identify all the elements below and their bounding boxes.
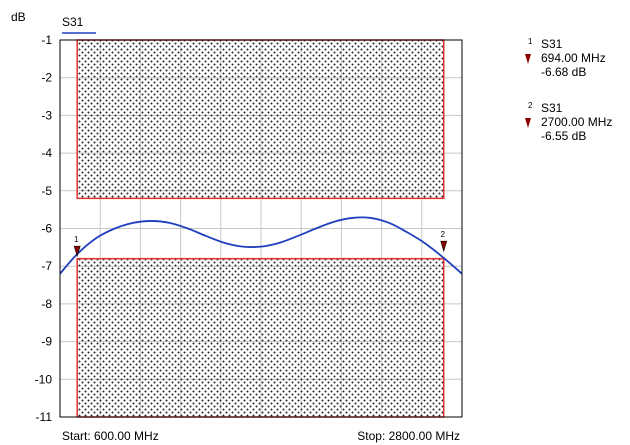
- marker-readout-2: 2 S31 2700.00 MHz -6.55 dB: [520, 101, 625, 165]
- limit-mask-region: [76, 39, 445, 200]
- y-unit-label: dB: [11, 10, 26, 24]
- marker-number: 2: [528, 101, 533, 110]
- y-tick-label: -4: [41, 146, 52, 160]
- limit-mask-region: [76, 257, 445, 418]
- marker-trace: S31: [541, 37, 563, 51]
- y-tick-label: -9: [41, 335, 52, 349]
- marker-2-label: 2: [441, 230, 446, 239]
- y-tick-label: -1: [41, 33, 52, 47]
- y-tick-label: -3: [41, 108, 52, 122]
- y-tick-label: -10: [35, 372, 53, 386]
- series-line-s31: [60, 216, 462, 275]
- y-tick-label: -6: [41, 222, 52, 236]
- marker-value: -6.55 dB: [541, 129, 587, 143]
- y-tick-label: -5: [41, 184, 52, 198]
- marker-trace: S31: [541, 101, 563, 115]
- marker-1-label: 1: [74, 235, 79, 244]
- marker-1-triangle: [73, 245, 81, 258]
- limit-masks: [76, 39, 445, 418]
- marker-frequency: 694.00 MHz: [541, 51, 606, 65]
- y-tick-label: -8: [41, 297, 52, 311]
- start-label: Start: 600.00 MHz: [62, 429, 159, 443]
- stop-label: Stop: 2800.00 MHz: [357, 429, 460, 443]
- marker-triangle-icon: [525, 118, 531, 128]
- marker-number: 1: [528, 37, 533, 46]
- marker-value: -6.68 dB: [541, 65, 587, 79]
- marker-triangle-icon: [525, 54, 531, 64]
- plot-frame: [59, 39, 463, 418]
- legend-label: S31: [62, 15, 84, 29]
- marker-2-triangle: [440, 240, 448, 253]
- marker-frequency: 2700.00 MHz: [541, 115, 613, 129]
- y-tick-label: -11: [36, 410, 53, 424]
- marker-readout-1: 1 S31 694.00 MHz -6.68 dB: [520, 37, 625, 101]
- series-layer: [60, 216, 462, 275]
- chart-markers: 12: [73, 230, 448, 258]
- y-tick-labels: -1 -2 -3 -4 -5 -6 -7 -8 -9 -10 -11: [35, 33, 53, 424]
- y-tick-label: -2: [41, 71, 52, 85]
- marker-readout-list: 1 S31 694.00 MHz -6.68 dB 2 S31 2700.00 …: [520, 37, 625, 165]
- y-tick-label: -7: [41, 259, 52, 273]
